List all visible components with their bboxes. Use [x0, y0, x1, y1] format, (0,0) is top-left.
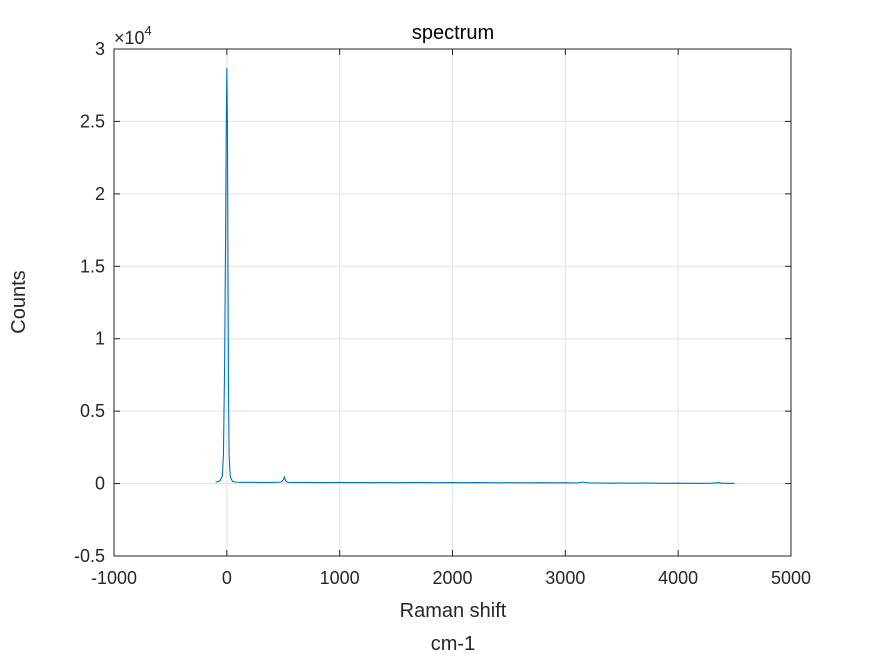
- y-exponent-power: 4: [145, 23, 152, 38]
- y-tick-label: 0.5: [80, 401, 105, 421]
- x-tick-label: 3000: [545, 568, 585, 588]
- y-tick-label: 2: [95, 184, 105, 204]
- x-tick-labels: -1000 0 1000 2000 3000 4000 5000: [91, 568, 811, 588]
- x-tick-label: 2000: [432, 568, 472, 588]
- chart-title: spectrum: [412, 22, 494, 44]
- y-axis-label: Counts: [8, 270, 30, 333]
- y-tick-label: 0: [95, 474, 105, 494]
- spectrum-line: [215, 67, 735, 484]
- y-axis-exponent: ×104: [114, 23, 152, 48]
- x-tick-label: -1000: [91, 568, 137, 588]
- grid: [114, 49, 791, 556]
- x-tick-label: 5000: [771, 568, 811, 588]
- ticks: [113, 48, 792, 557]
- y-exponent-base: ×10: [114, 28, 145, 48]
- x-tick-label: 0: [222, 568, 232, 588]
- y-tick-label: 3: [95, 39, 105, 59]
- x-tick-label: 4000: [658, 568, 698, 588]
- y-tick-label: -0.5: [74, 546, 105, 566]
- y-tick-label: 1.5: [80, 256, 105, 276]
- x-tick-label: 1000: [320, 568, 360, 588]
- y-tick-label: 2.5: [80, 111, 105, 131]
- x-axis-label: Raman shift: [400, 600, 507, 622]
- y-tick-label: 1: [95, 329, 105, 349]
- y-tick-labels: -0.5 0 0.5 1 1.5 2 2.5 3: [74, 39, 105, 566]
- x-axis-label-unit: cm-1: [431, 633, 475, 655]
